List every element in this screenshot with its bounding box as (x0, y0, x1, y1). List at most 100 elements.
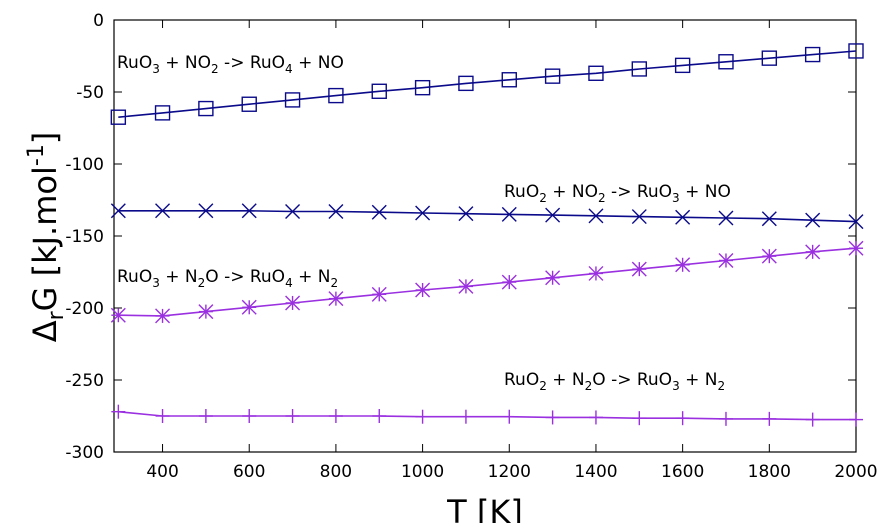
data-point (285, 295, 301, 311)
series-label-part: 4 (285, 276, 293, 290)
data-point (761, 211, 777, 227)
data-point (241, 203, 257, 219)
series-line (118, 247, 857, 317)
data-point (198, 100, 214, 117)
data-point (154, 105, 171, 121)
series-label-part: RuO (504, 182, 539, 202)
data-point (371, 286, 387, 302)
series-label-part: -> RuO (219, 53, 285, 73)
x-tick-label: 1400 (574, 462, 617, 482)
data-point (242, 409, 257, 423)
data-point (675, 411, 690, 426)
series-label-part: 2 (585, 379, 593, 393)
data-point (241, 96, 257, 112)
y-tick-label: 0 (93, 11, 104, 31)
data-point (110, 307, 126, 323)
data-point (544, 68, 561, 84)
series-label-part: 2 (717, 379, 725, 393)
data-point (501, 274, 517, 290)
marker-stroke (371, 204, 387, 220)
series-label-part: RuO (117, 267, 152, 287)
y-tick-label: -250 (65, 371, 104, 391)
series-label-part: 3 (152, 62, 160, 76)
x-tick-label: 400 (146, 462, 178, 482)
data-point (328, 87, 344, 104)
series-line (118, 410, 856, 421)
data-point (198, 409, 213, 423)
series-label-part: + NO (160, 53, 211, 73)
data-point (198, 304, 214, 320)
data-point (415, 282, 431, 298)
data-point (588, 265, 604, 281)
series-label-part: 2 (539, 379, 547, 393)
marker-stroke (328, 204, 344, 220)
data-point (588, 410, 603, 425)
data-point (545, 410, 560, 425)
data-point (588, 65, 604, 81)
series-label-part: -> RuO (606, 182, 672, 202)
series-label-part: 2 (330, 276, 338, 290)
data-point (631, 261, 647, 277)
y-tick-label: -150 (65, 227, 104, 247)
data-point (631, 61, 647, 77)
data-point (415, 205, 431, 221)
x-tick-label: 1200 (488, 462, 531, 482)
data-point (458, 206, 474, 222)
series-4 (111, 404, 863, 427)
series-label-part: 3 (152, 276, 160, 290)
series-label-part: O -> RuO (205, 267, 285, 287)
data-point (241, 299, 257, 315)
y-axis-title: ΔrG [kJ.mol-1] (24, 132, 69, 343)
marker-stroke (545, 207, 561, 223)
data-point (415, 409, 430, 424)
data-point (674, 57, 691, 74)
data-point (371, 83, 387, 99)
data-point (155, 203, 171, 219)
data-point (675, 257, 691, 273)
data-point (588, 208, 604, 224)
series-label-part: + N (680, 370, 718, 390)
series-label-part: + NO (547, 182, 598, 202)
data-point (805, 412, 820, 427)
series-label-part: 2 (198, 276, 206, 290)
series-2 (110, 203, 864, 230)
marker-stroke (415, 205, 431, 221)
data-point (371, 204, 387, 220)
series-label-part: RuO (117, 53, 152, 73)
data-point (458, 75, 474, 92)
series-label-part: 3 (672, 379, 680, 393)
data-point (328, 204, 344, 220)
data-point (414, 79, 431, 96)
series-layer (110, 43, 864, 427)
marker-stroke (848, 214, 864, 230)
y-axis-title-sup: -1 (24, 144, 49, 166)
series-label-2: RuO2 + NO2 -> RuO3 + NO (504, 182, 731, 205)
marker-stroke (241, 203, 257, 219)
marker-stroke (805, 212, 821, 228)
data-point (155, 409, 170, 423)
series-label-1: RuO3 + NO2 -> RuO4 + NO (117, 53, 344, 76)
svg-text:ΔrG [kJ.mol-1]: ΔrG [kJ.mol-1] (24, 132, 69, 343)
axis-ticks: 400 600 800 1000 1200 1400 1600 1800 2000 0 -50 -10… (65, 11, 877, 482)
data-point (848, 43, 864, 59)
x-tick-label: 1600 (661, 462, 704, 482)
data-point (848, 214, 864, 230)
series-3 (110, 240, 864, 324)
data-point (501, 206, 517, 222)
x-tick-label: 1800 (748, 462, 791, 482)
series-label-part: O -> RuO (592, 370, 672, 390)
series-label-part: + N (547, 370, 585, 390)
data-point (110, 203, 126, 219)
y-tick-label: -50 (76, 83, 104, 103)
marker-stroke (198, 203, 214, 219)
data-point (849, 412, 863, 427)
data-point (502, 409, 517, 424)
series-line (118, 210, 857, 223)
data-point (545, 207, 561, 223)
marker-stroke (718, 210, 734, 226)
y-tick-label: -200 (65, 299, 104, 319)
marker-stroke (588, 208, 604, 224)
y-tick-label: -300 (65, 443, 104, 463)
